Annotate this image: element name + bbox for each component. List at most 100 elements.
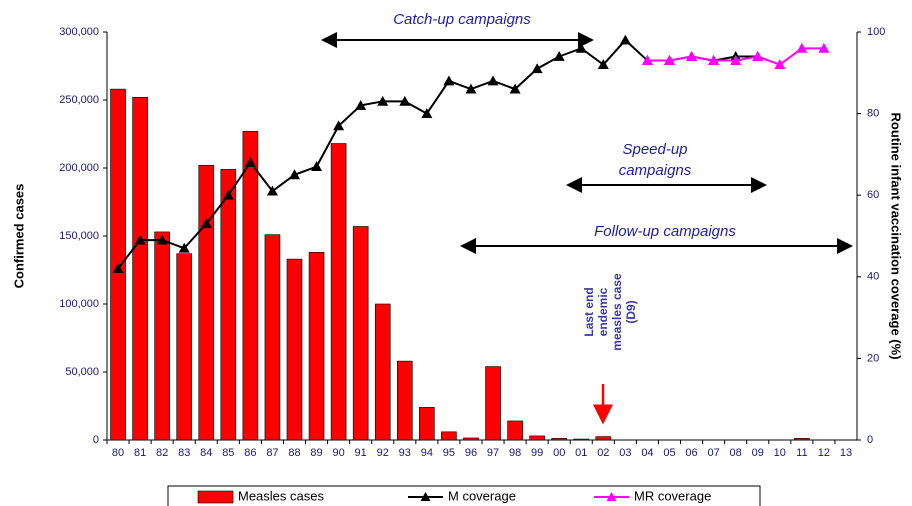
y2-tick-label: 80 [867, 108, 879, 120]
marker [553, 50, 565, 61]
bar [132, 96, 148, 441]
y-tick-label: 250,000 [59, 94, 99, 106]
x-tick-label: 00 [553, 447, 565, 459]
x-tick-label: 11 [796, 447, 807, 459]
marker [509, 83, 521, 94]
annotation: Last end [582, 287, 596, 336]
x-tick-label: 04 [641, 447, 653, 459]
bar [463, 437, 479, 441]
y2-axis-title: Routine infant vaccination coverage (%) [889, 112, 904, 359]
bar [485, 366, 501, 441]
y-tick-label: 200,000 [59, 162, 99, 174]
marker [200, 218, 212, 229]
marker [222, 189, 234, 200]
x-tick-label: 83 [178, 447, 190, 459]
x-tick-label: 82 [156, 447, 168, 459]
bar [595, 436, 612, 441]
x-tick-label: 99 [531, 447, 543, 459]
marker [796, 42, 808, 53]
x-tick-label: 95 [443, 447, 455, 459]
marker [311, 161, 323, 172]
legend: Measles cases M coverage MR coverage [167, 485, 761, 506]
bar [352, 226, 369, 441]
marker [333, 120, 345, 131]
x-tick-label: 03 [619, 447, 631, 459]
annotation: (D9) [624, 300, 638, 323]
bar [419, 407, 435, 441]
legend-swatch [197, 490, 234, 504]
marker [575, 42, 587, 53]
bar [573, 438, 590, 441]
y2-tick-label: 0 [867, 434, 873, 446]
x-tick-label: 97 [487, 447, 499, 459]
x-tick-label: 80 [112, 447, 124, 459]
x-tick-label: 87 [266, 447, 278, 459]
legend-label: M coverage [448, 488, 516, 503]
marker [266, 185, 278, 196]
x-tick-label: 02 [597, 447, 609, 459]
x-tick-label: 06 [685, 447, 697, 459]
annotation: endemic [596, 287, 610, 336]
bar [374, 303, 391, 441]
annotation: measles case [610, 273, 624, 351]
marker [686, 50, 698, 61]
x-tick-label: 85 [222, 447, 234, 459]
marker [487, 75, 499, 86]
legend-label: MR coverage [634, 488, 711, 503]
marker [443, 75, 455, 86]
bar [396, 360, 413, 441]
bar [330, 143, 347, 441]
marker [818, 42, 830, 53]
marker [597, 59, 609, 70]
x-tick-label: 10 [774, 447, 786, 459]
x-tick-label: 84 [200, 447, 212, 459]
x-tick-label: 93 [399, 447, 411, 459]
x-tick-label: 13 [840, 447, 852, 459]
x-tick-label: 09 [752, 447, 764, 459]
bar [264, 234, 281, 441]
bar [286, 258, 303, 441]
marker [708, 55, 720, 65]
x-tick-label: 94 [421, 447, 433, 459]
annotation: Catch-up campaigns [393, 11, 531, 28]
marker [730, 55, 742, 65]
marker [531, 63, 543, 74]
marker [774, 59, 786, 70]
marker [752, 50, 764, 61]
y-tick-label: 0 [93, 434, 99, 446]
bar [154, 231, 170, 441]
marker [664, 55, 675, 65]
legend-label: Measles cases [238, 488, 324, 503]
bar [220, 169, 237, 441]
legend-marker [420, 492, 431, 501]
marker [377, 95, 389, 106]
marker [156, 234, 168, 245]
x-tick-label: 98 [509, 447, 521, 459]
marker [355, 99, 367, 110]
marker [619, 34, 631, 45]
legend-marker [606, 492, 617, 501]
bar [198, 164, 215, 441]
marker [134, 234, 146, 245]
x-tick-label: 92 [377, 447, 389, 459]
x-tick-label: 88 [288, 447, 300, 459]
x-tick-label: 01 [575, 447, 587, 459]
annotation: Speed-up [622, 141, 687, 158]
y2-tick-label: 20 [867, 352, 879, 364]
bar [242, 130, 259, 441]
bar [176, 253, 193, 441]
bar [794, 438, 810, 441]
annotation: campaigns [619, 162, 692, 179]
marker [421, 108, 433, 118]
marker [112, 263, 124, 274]
marker [399, 95, 411, 106]
x-tick-label: 12 [818, 447, 830, 459]
x-tick-label: 05 [663, 447, 675, 459]
x-tick-label: 90 [332, 447, 344, 459]
bar [308, 252, 325, 441]
x-tick-label: 08 [730, 447, 742, 459]
marker [289, 169, 300, 180]
marker [178, 242, 190, 253]
y-tick-label: 150,000 [59, 230, 99, 242]
